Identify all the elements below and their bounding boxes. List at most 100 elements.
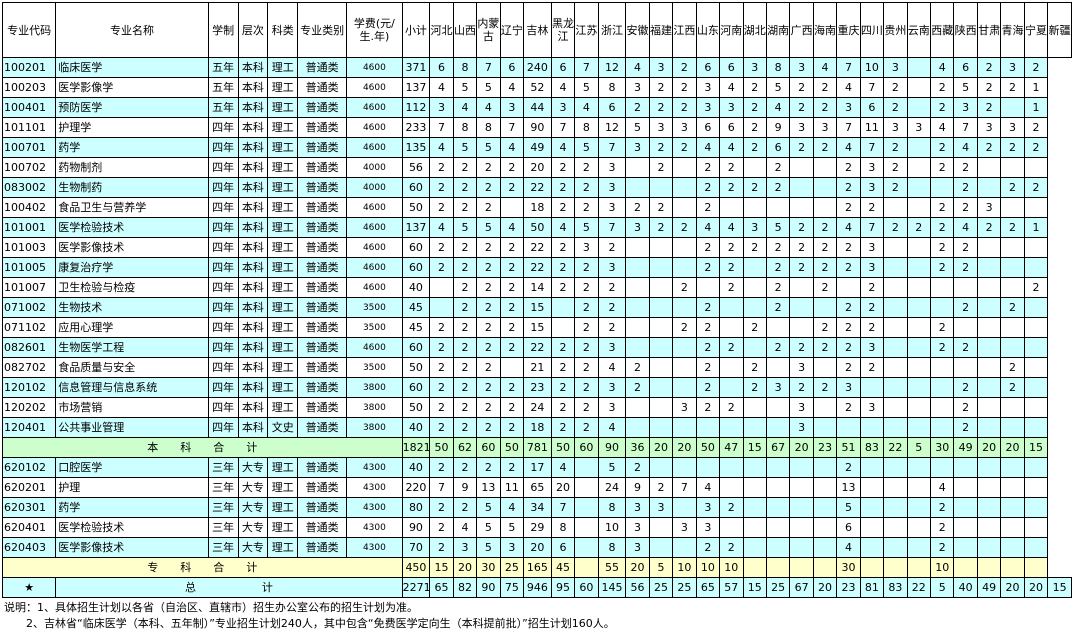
quota-cell: 4 — [719, 77, 744, 98]
quota-cell — [742, 417, 767, 438]
quota-cell: 2 — [953, 397, 978, 418]
quota-cell: 2 — [742, 357, 767, 378]
quota-cell: 2 — [499, 157, 525, 178]
quota-cell — [1000, 197, 1025, 218]
total-cell — [883, 557, 908, 578]
quota-cell — [1023, 517, 1049, 538]
quota-cell: 4 — [452, 97, 478, 118]
category: 理工 — [267, 517, 299, 538]
tuition-fee: 4000 — [346, 157, 403, 178]
quota-cell: 13 — [836, 477, 861, 498]
quota-cell — [574, 537, 599, 558]
quota-cell: 2 — [476, 257, 501, 278]
major-name: 药物制剂 — [55, 157, 209, 178]
total-cell: 75 — [499, 577, 525, 598]
quota-cell: 2 — [930, 157, 955, 178]
total-label: 专 科 合 计 — [2, 557, 403, 578]
quota-cell — [906, 237, 932, 258]
quota-cell — [625, 417, 650, 438]
quota-cell: 2 — [429, 517, 454, 538]
quota-cell — [1000, 537, 1025, 558]
category: 理工 — [267, 457, 299, 478]
quota-cell — [1023, 297, 1049, 318]
quota-cell: 5 — [765, 77, 791, 98]
quota-cell: 49 — [523, 137, 552, 158]
quota-cell — [906, 297, 932, 318]
column-header: 山西 — [452, 2, 478, 58]
quota-cell — [976, 417, 1002, 438]
major-code: 082601 — [1, 337, 57, 358]
quota-cell: 2 — [429, 497, 454, 518]
category: 理工 — [267, 177, 299, 198]
quota-cell: 4 — [953, 137, 978, 158]
column-header: 河南 — [719, 2, 744, 58]
quota-cell — [812, 357, 838, 378]
grand-total-row: ★ 总 计 2271 65 82 90 75 946 95 60 145 56 25 25 65 57 15 25… — [1, 577, 1072, 598]
quota-cell: 2 — [625, 357, 650, 378]
quota-cell: 50 — [523, 217, 552, 238]
quota-cell: 2 — [499, 457, 525, 478]
tuition-fee: 4600 — [346, 277, 403, 298]
quota-cell — [672, 497, 697, 518]
major-name: 预防医学 — [55, 97, 209, 118]
quota-cell: 11 — [859, 117, 885, 138]
quota-cell — [976, 157, 1002, 178]
type: 普通类 — [297, 57, 348, 78]
quota-cell: 4 — [695, 137, 721, 158]
column-header: 青海 — [1000, 2, 1025, 58]
quota-cell: 2 — [883, 157, 908, 178]
quota-cell: 65 — [523, 477, 552, 498]
total-cell: 20 — [812, 577, 838, 598]
quota-cell — [1023, 317, 1049, 338]
quota-cell: 4 — [930, 117, 955, 138]
quota-cell: 3 — [836, 97, 861, 118]
quota-cell: 2 — [953, 337, 978, 358]
major-code: 101101 — [1, 117, 57, 138]
quota-cell: 2 — [476, 297, 501, 318]
level: 本科 — [237, 157, 269, 178]
type: 普通类 — [297, 137, 348, 158]
quota-cell — [976, 457, 1002, 478]
table-row: 071002 生物技术 四年 本科 理工 普通类 3500 45 2 2 2 15 2 2 2 2 2 2 2 2 — [1, 297, 1072, 318]
quota-cell: 2 — [429, 157, 454, 178]
quota-cell — [648, 237, 674, 258]
quota-cell: 45 — [401, 297, 431, 318]
total-cell: 56 — [625, 577, 650, 598]
quota-cell — [976, 177, 1002, 198]
quota-cell — [859, 497, 885, 518]
quota-cell: 4 — [695, 217, 721, 238]
category: 理工 — [267, 477, 299, 498]
quota-cell: 3 — [789, 397, 814, 418]
quota-cell: 2 — [672, 57, 697, 78]
quota-cell: 2 — [719, 537, 744, 558]
level: 本科 — [237, 77, 269, 98]
total-cell: 36 — [625, 437, 650, 458]
quota-cell: 90 — [523, 117, 552, 138]
quota-cell: 60 — [401, 377, 431, 398]
tuition-fee: 4600 — [346, 337, 403, 358]
quota-cell: 2 — [550, 157, 576, 178]
quota-cell — [719, 297, 744, 318]
quota-cell — [648, 337, 674, 358]
quota-cell: 3 — [648, 117, 674, 138]
quota-cell — [625, 277, 650, 298]
quota-cell: 2 — [429, 337, 454, 358]
quota-cell — [812, 297, 838, 318]
total-cell — [742, 557, 767, 578]
note-line-1: 说明：1、具体招生计划以各省（自治区、直辖市）招生办公室公布的招生计划为准。 — [4, 601, 418, 614]
quota-cell: 22 — [523, 257, 552, 278]
quota-cell: 2 — [550, 177, 576, 198]
quota-cell: 70 — [401, 537, 431, 558]
duration: 五年 — [207, 57, 239, 78]
quota-cell: 2 — [719, 257, 744, 278]
column-header: 学费(元/生.年) — [346, 2, 403, 58]
quota-cell — [672, 537, 697, 558]
quota-cell — [906, 517, 932, 538]
quota-cell: 2 — [476, 457, 501, 478]
quota-cell: 2 — [499, 317, 525, 338]
major-name: 应用心理学 — [55, 317, 209, 338]
quota-cell: 5 — [597, 457, 627, 478]
total-cell: 30 — [930, 437, 955, 458]
total-cell: 5 — [906, 437, 932, 458]
table-row: 101001 医学检验技术 四年 本科 理工 普通类 4600 137 4 5 5 4 50 4 5 7 3 2 2… — [1, 217, 1072, 238]
